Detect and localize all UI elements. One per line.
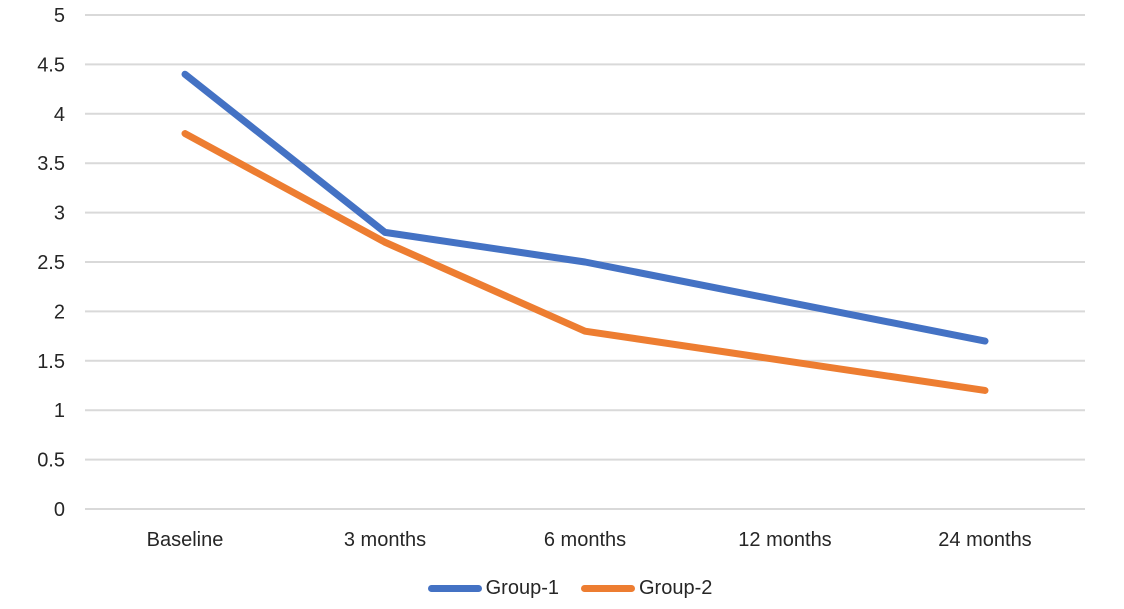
legend-label-group-1: Group-1 [485,577,559,599]
y-tick-label: 1 [54,400,65,422]
x-category-label: 6 months [544,529,626,551]
legend-label-group-2: Group-2 [639,577,713,599]
y-tick-label: 2 [54,301,65,323]
y-tick-label: 3 [54,203,65,225]
x-category-label: Baseline [147,529,224,551]
y-axis-labels: 0 0.5 1 1.5 2 2.5 3 3.5 4 4.5 5 [37,5,65,521]
y-tick-label: 0 [54,499,65,521]
legend-swatch-group-2-icon [581,584,635,592]
series-line-group-2 [181,130,989,394]
line-chart: 0 0.5 1 1.5 2 2.5 3 3.5 4 4.5 5 Baseline 3 months 6 m… [37,5,1085,551]
y-tick-label: 2.5 [37,252,65,274]
y-tick-label: 3.5 [37,153,65,175]
legend-swatch-group-1-icon [427,584,482,592]
legend-item-group-1: Group-1 [427,577,559,599]
y-tick-label: 0.5 [37,450,65,472]
x-axis-labels: Baseline 3 months 6 months 12 months 24 mont… [147,529,1032,551]
y-tick-label: 4 [54,104,65,126]
x-category-label: 24 months [938,529,1031,551]
y-tick-label: 1.5 [37,351,65,373]
legend: Group-1 Group-2 [8,578,1124,598]
y-tick-label: 5 [54,5,65,27]
series-line-group-1 [181,70,989,345]
x-category-label: 3 months [344,529,426,551]
x-category-label: 12 months [738,529,831,551]
y-tick-label: 4.5 [37,54,65,76]
legend-item-group-2: Group-2 [581,578,712,598]
